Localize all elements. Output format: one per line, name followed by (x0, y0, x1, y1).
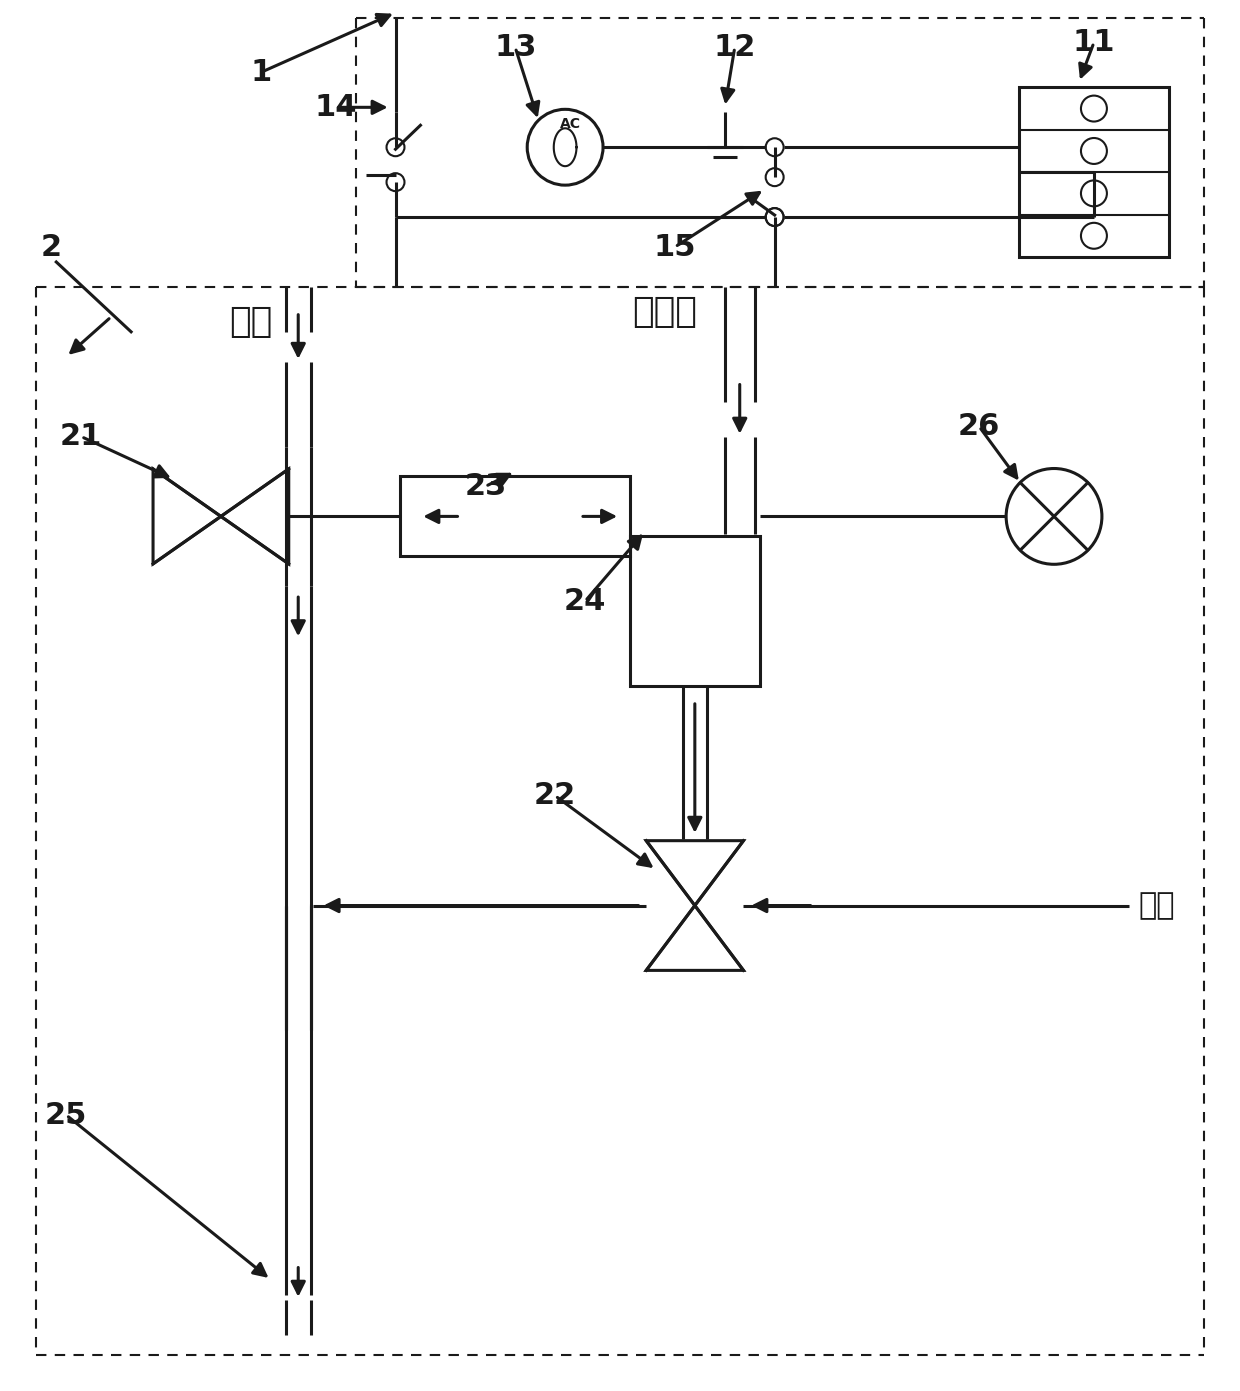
Bar (401, 477, 630, 556)
Text: 1: 1 (250, 58, 272, 86)
Text: 2: 2 (41, 232, 62, 262)
Text: 14: 14 (315, 93, 357, 122)
Text: 动力气: 动力气 (632, 295, 697, 328)
Text: 24: 24 (564, 587, 606, 616)
Bar (1019, 88, 1169, 257)
Text: 11: 11 (1073, 28, 1115, 57)
Text: 13: 13 (494, 33, 537, 63)
Text: 氢气: 氢气 (229, 305, 273, 339)
Text: 25: 25 (45, 1100, 88, 1129)
Text: 氩气: 氩气 (1138, 892, 1176, 919)
Text: 23: 23 (464, 472, 506, 501)
Text: AC: AC (560, 117, 582, 132)
Text: 26: 26 (959, 412, 1001, 441)
Text: 15: 15 (653, 232, 696, 262)
Text: 22: 22 (534, 782, 577, 811)
Text: 21: 21 (60, 421, 103, 451)
Text: 12: 12 (713, 33, 756, 63)
Bar (630, 537, 760, 686)
